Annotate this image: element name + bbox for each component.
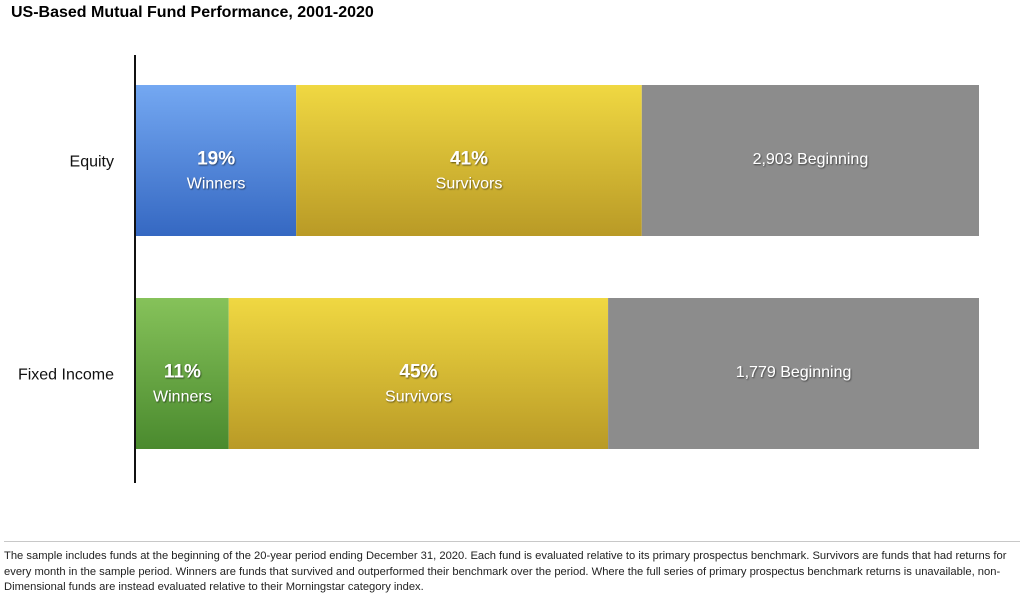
label-winners-text-equity: Winners <box>187 176 246 193</box>
bar-survivors-fixed-income <box>228 298 609 449</box>
label-winners-pct-equity: 19% <box>197 149 235 170</box>
bar-survivors-equity <box>296 85 642 236</box>
label-survivors-pct-fixed-income: 45% <box>399 362 437 383</box>
label-survivors-pct-equity: 41% <box>450 149 488 170</box>
label-winners-pct-fixed-income: 11% <box>164 362 201 383</box>
label-beginning-fixed-income: 1,779 Beginning <box>736 364 852 381</box>
label-winners-text-fixed-income: Winners <box>153 389 212 406</box>
category-label-equity: Equity <box>70 154 114 171</box>
label-survivors-text-fixed-income: Survivors <box>385 389 452 406</box>
stacked-bar-chart: Equity 19% Winners 41% Survivors 2,903 Beginn… <box>18 55 979 483</box>
label-beginning-equity: 2,903 Beginning <box>753 151 869 168</box>
bar-beginning-fixed-income <box>608 298 979 449</box>
bar-beginning-equity <box>641 85 979 236</box>
bar-winners-equity <box>136 85 297 236</box>
label-survivors-text-equity: Survivors <box>436 176 503 193</box>
footnote: The sample includes funds at the beginni… <box>4 550 1007 593</box>
footnote-divider <box>4 541 1020 542</box>
bar-winners-fixed-income <box>136 298 229 449</box>
category-label-fixed-income: Fixed Income <box>18 367 114 384</box>
chart-title: US-Based Mutual Fund Performance, 2001-2… <box>11 4 374 21</box>
